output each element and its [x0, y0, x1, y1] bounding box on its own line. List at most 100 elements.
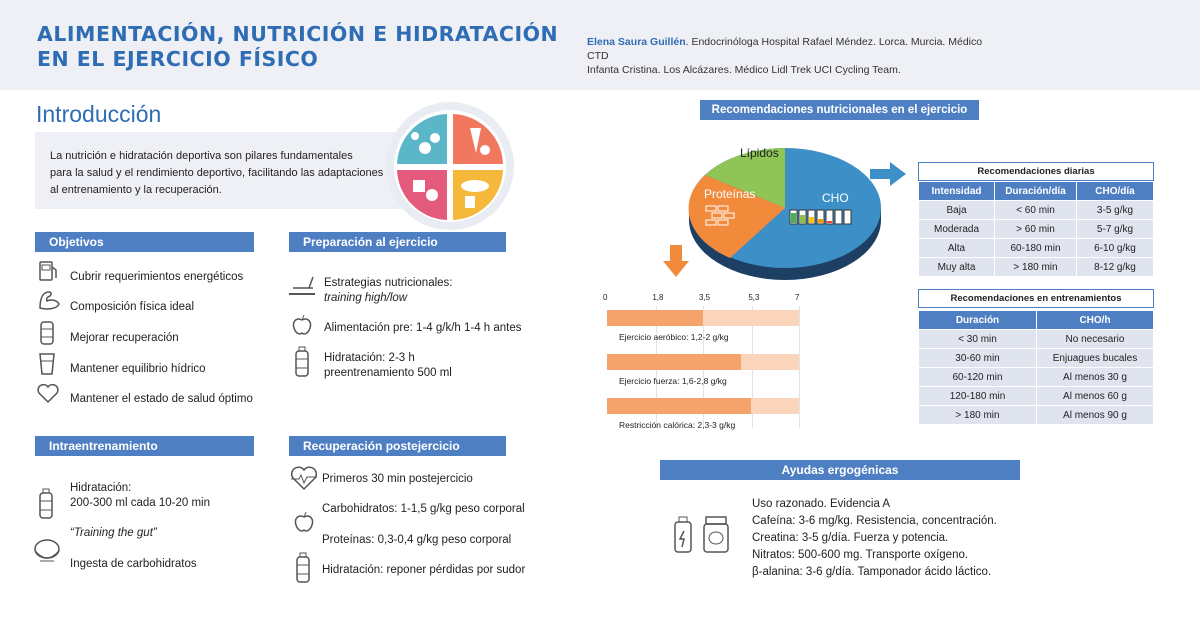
table-cell: Moderada	[918, 219, 995, 239]
table-cell: 6-10 g/kg	[1076, 238, 1154, 258]
intra-heading: Intraentrenamiento	[35, 436, 254, 456]
intro-box: La nutrición e hidratación deportiva son…	[35, 132, 415, 209]
rice-bowl-icon	[34, 539, 60, 562]
tick-label: 7	[795, 293, 800, 302]
header-band	[0, 0, 1200, 90]
ergo-list: Uso razonado. Evidencia A Cafeína: 3-6 m…	[752, 496, 997, 581]
ergo-item: Creatina: 3-5 g/día. Fuerza y potencia.	[752, 532, 949, 544]
table-row: 60-120 min Al menos 30 g	[918, 367, 1154, 387]
table-cell: 5-7 g/kg	[1076, 219, 1154, 239]
author-affiliation-2: Infanta Cristina. Los Alcázares. Médico …	[587, 64, 901, 76]
title-line-2: EN EL EJERCICIO FÍSICO	[37, 47, 319, 71]
tick-label: 1,8	[652, 293, 664, 302]
diarias-header: Intensidad	[918, 181, 995, 201]
title-line-1: ALIMENTACIÓN, NUTRICIÓN E HIDRATACIÓN	[37, 22, 559, 46]
entrenamientos-table: Duración CHO/h < 30 min No necesario 30-6…	[918, 310, 1154, 425]
preparacion-item-text: Alimentación pre: 1-4 g/k/h 1-4 h antes	[324, 322, 522, 334]
preparacion-item-text: preentrenamiento 500 ml	[324, 367, 452, 379]
intro-line: para la salud y el rendimiento deportivo…	[50, 167, 384, 179]
pie-label-lipidos: Lípidos	[740, 146, 779, 160]
table-cell: 30-60 min	[918, 348, 1037, 368]
intra-item-1: Hidratación: 200-300 ml cada 10-20 min	[70, 481, 210, 511]
table-row: < 30 min No necesario	[918, 329, 1154, 349]
recuperacion-item: Primeros 30 min postejercicio	[322, 473, 473, 485]
table-cell: Al menos 30 g	[1036, 367, 1154, 387]
heartbeat-icon	[290, 466, 318, 491]
table-row: Moderada > 60 min 5-7 g/kg	[918, 219, 1154, 239]
bar-label: Ejercicio fuerza: 1,6-2,8 g/kg	[619, 376, 727, 386]
table-row: Alta 60-180 min 6-10 g/kg	[918, 238, 1154, 258]
diarias-header: CHO/día	[1076, 181, 1154, 201]
table-row: Muy alta > 180 min 8-12 g/kg	[918, 257, 1154, 277]
table-cell: No necesario	[1036, 329, 1154, 349]
arrow-right-icon	[870, 162, 906, 186]
intra-item-text: “Training the gut”	[70, 527, 157, 539]
table-cell: > 180 min	[994, 257, 1077, 277]
treadmill-icon	[289, 276, 315, 295]
intra-item-text: 200-300 ml cada 10-20 min	[70, 497, 210, 509]
intra-item-text: Hidratación:	[70, 482, 132, 494]
diarias-table: Intensidad Duración/día CHO/día Baja < 60…	[918, 181, 1154, 277]
pie-label-cho: CHO	[822, 191, 849, 205]
fuel-pump-icon	[39, 261, 57, 281]
table-cell: 60-120 min	[918, 367, 1037, 387]
preparacion-item-1: Estrategias nutricionales: training high…	[324, 276, 452, 306]
table-row: Baja < 60 min 3-5 g/kg	[918, 200, 1154, 220]
table-cell: < 30 min	[918, 329, 1037, 349]
arrow-down-icon	[663, 245, 689, 277]
recuperacion-item: Proteínas: 0,3-0,4 g/kg peso corporal	[322, 534, 512, 546]
ergo-heading: Ayudas ergogénicas	[660, 460, 1020, 480]
bar-label: Restricción calórica: 2,3-3 g/kg	[619, 420, 736, 430]
preparacion-item-text: Hidratación: 2-3 h	[324, 352, 415, 364]
water-bottle-icon	[296, 552, 310, 583]
recuperacion-item: Carbohidratos: 1-1,5 g/kg peso corporal	[322, 503, 525, 515]
table-cell: > 60 min	[994, 219, 1077, 239]
objetivo-item: Mantener equilibrio hídrico	[70, 363, 206, 375]
intro-line: al entrenamiento y la recuperación.	[50, 184, 222, 196]
table-cell: Al menos 60 g	[1036, 386, 1154, 406]
table-cell: 3-5 g/kg	[1076, 200, 1154, 220]
grid-line	[799, 306, 800, 428]
glass-icon	[39, 353, 55, 375]
recuperacion-item: Hidratación: reponer pérdidas por sudor	[322, 564, 526, 576]
bar	[607, 354, 742, 370]
intro-heading: Introducción	[36, 101, 162, 127]
battery-icon	[789, 209, 852, 225]
table-row: > 180 min Al menos 90 g	[918, 405, 1154, 425]
bricks-icon	[705, 205, 735, 226]
table-cell: 120-180 min	[918, 386, 1037, 406]
pie-label-proteinas: Proteínas	[704, 187, 755, 201]
author-name: Elena Saura Guillén	[587, 36, 686, 48]
page-title: ALIMENTACIÓN, NUTRICIÓN E HIDRATACIÓN EN…	[37, 22, 558, 72]
table-cell: Al menos 90 g	[1036, 405, 1154, 425]
macronutrient-pie: Lípidos Proteínas CHO	[688, 146, 881, 280]
preparacion-item-text: Estrategias nutricionales:	[324, 277, 453, 289]
apple-icon	[292, 314, 312, 335]
preparacion-item-text: training high/low	[324, 292, 408, 304]
table-cell: Muy alta	[918, 257, 995, 277]
objetivo-item: Mantener el estado de salud óptimo	[70, 393, 253, 405]
diarias-caption: Recomendaciones diarias	[918, 162, 1154, 181]
entrenamientos-header: Duración	[918, 310, 1037, 330]
table-cell: 8-12 g/kg	[1076, 257, 1154, 277]
bar-label: Ejercicio aeróbico: 1,2-2 g/kg	[619, 332, 729, 342]
intra-item-text: Ingesta de carbohidratos	[70, 558, 197, 570]
intro-line: La nutrición e hidratación deportiva son…	[50, 150, 353, 162]
ergo-item: β-alanina: 3-6 g/día. Tamponador ácido l…	[752, 566, 992, 578]
recomendaciones-heading: Recomendaciones nutricionales en el ejer…	[700, 100, 979, 120]
supplement-jar-icon	[703, 516, 729, 553]
table-cell: Baja	[918, 200, 995, 220]
preparacion-heading: Preparación al ejercicio	[289, 232, 506, 252]
food-plate-icon	[386, 102, 514, 230]
ergo-item: Uso razonado. Evidencia A	[752, 498, 891, 510]
table-cell: Alta	[918, 238, 995, 258]
table-cell: > 180 min	[918, 405, 1037, 425]
bottle-icon	[40, 321, 54, 345]
diarias-header: Duración/día	[994, 181, 1077, 201]
table-row: 120-180 min Al menos 60 g	[918, 386, 1154, 406]
tick-label: 0	[603, 293, 608, 302]
preparacion-item-3: Hidratación: 2-3 h preentrenamiento 500 …	[324, 351, 452, 381]
objetivos-heading: Objetivos	[35, 232, 254, 252]
objetivo-item: Mejorar recuperación	[70, 332, 179, 344]
ergo-item: Nitratos: 500-600 mg. Transporte oxígeno…	[752, 549, 969, 561]
